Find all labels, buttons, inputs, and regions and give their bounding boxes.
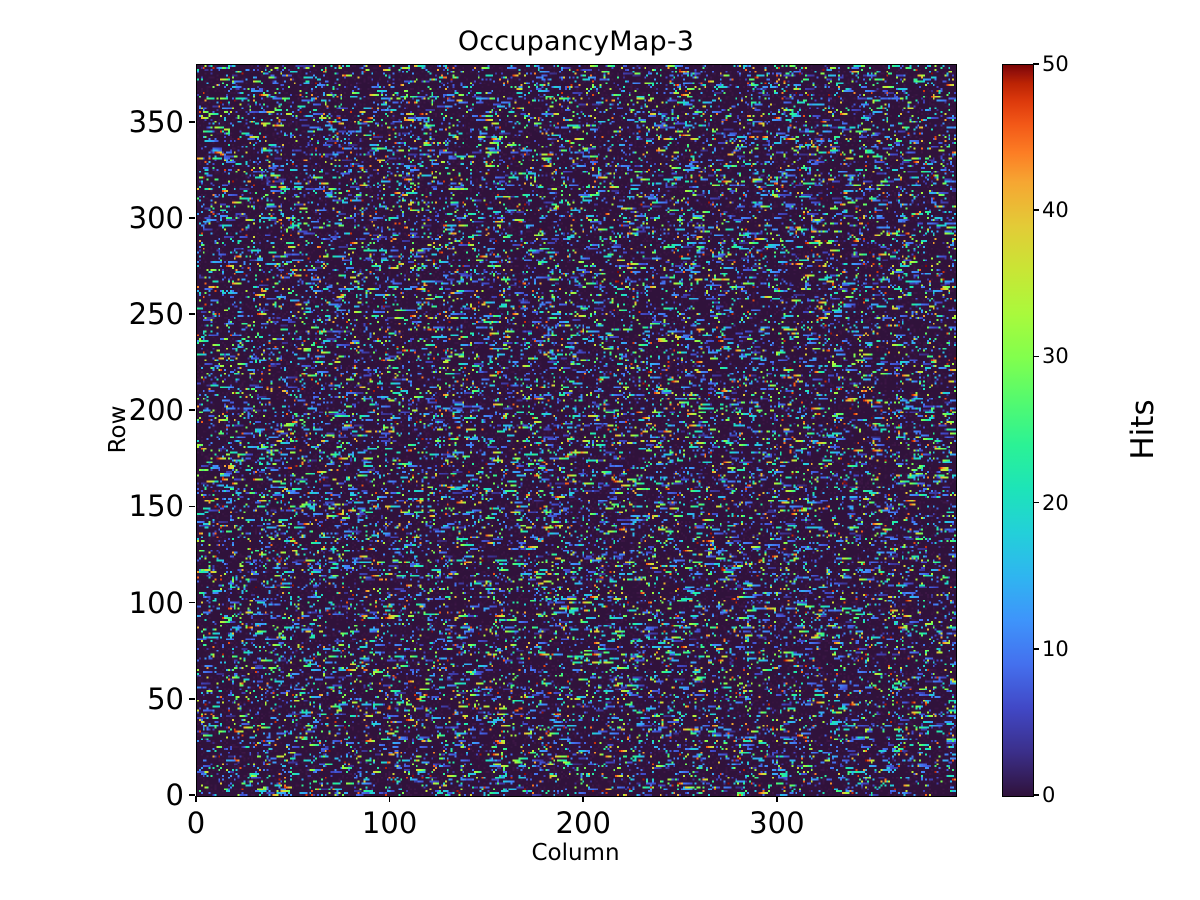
colorbar-tick-label: 0 <box>1042 783 1056 807</box>
x-tick-label: 100 <box>361 806 418 840</box>
occupancy-heatmap <box>197 65 956 796</box>
colorbar <box>1002 64 1034 797</box>
y-tick-label: 350 <box>128 104 184 139</box>
y-tick-label: 0 <box>165 778 184 812</box>
x-axis-label: Column <box>531 840 620 866</box>
y-tick-label: 150 <box>128 489 184 524</box>
colorbar-tick-label: 50 <box>1042 52 1069 76</box>
x-tick-mark <box>582 796 585 802</box>
colorbar-tick-label: 30 <box>1042 344 1069 369</box>
y-tick-mark <box>189 120 195 123</box>
y-tick-mark <box>189 698 195 700</box>
colorbar-tick-mark <box>1033 794 1039 796</box>
x-tick-mark <box>388 796 391 802</box>
heatmap-axes <box>196 64 957 797</box>
colorbar-tick-mark <box>1033 501 1039 504</box>
y-tick-label: 300 <box>128 200 184 235</box>
page-title: OccupancyMap-3 <box>457 26 695 57</box>
colorbar-tick-label: 20 <box>1042 490 1069 515</box>
y-tick-mark <box>189 505 195 508</box>
y-tick-label: 250 <box>128 297 184 332</box>
y-tick-label: 100 <box>128 585 184 620</box>
colorbar-tick-mark <box>1033 648 1039 650</box>
y-tick-mark <box>189 794 195 796</box>
colorbar-tick-mark <box>1033 63 1039 65</box>
colorbar-label: Hits <box>1125 399 1161 460</box>
y-tick-mark <box>189 409 195 412</box>
colorbar-tick-label: 10 <box>1042 636 1069 661</box>
y-tick-mark <box>189 217 195 219</box>
colorbar-tick-label: 40 <box>1042 198 1069 223</box>
x-tick-label: 200 <box>555 806 611 840</box>
y-tick-mark <box>189 313 195 315</box>
y-tick-mark <box>189 601 195 604</box>
x-tick-mark <box>776 796 778 802</box>
y-axis-label: Row <box>105 405 131 454</box>
colorbar-tick-mark <box>1033 209 1039 211</box>
x-tick-label: 300 <box>749 806 805 840</box>
x-tick-mark <box>195 796 197 802</box>
x-tick-label: 0 <box>186 806 206 840</box>
y-tick-label: 200 <box>128 393 184 428</box>
y-tick-label: 50 <box>147 681 184 716</box>
colorbar-tick-mark <box>1033 355 1039 358</box>
